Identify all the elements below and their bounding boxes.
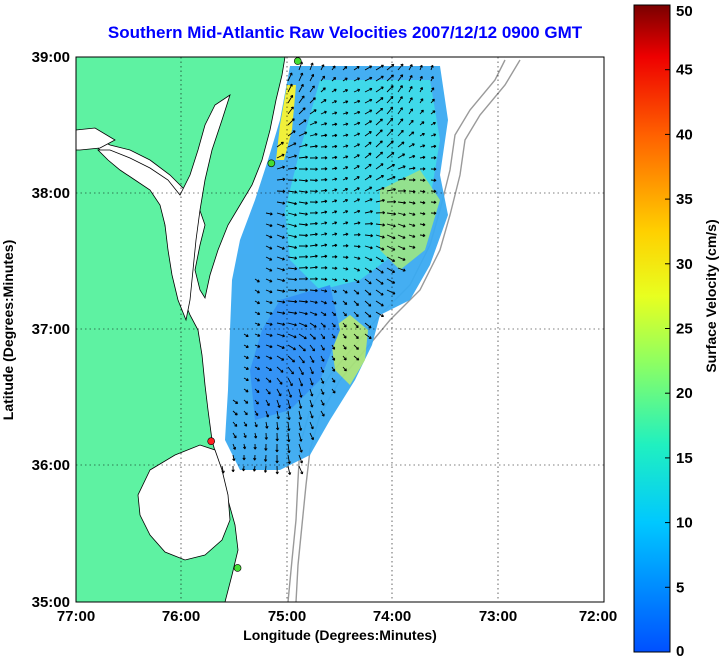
y-axis: 39:00 38:00 37:00 36:00 35:00 Latitude (… <box>0 49 70 611</box>
velocity-strip-coastal <box>276 85 296 160</box>
colorbar-tick-label: 5 <box>676 579 684 596</box>
colorbar-tick-label: 0 <box>676 643 684 659</box>
y-tick-label: 36:00 <box>32 457 70 474</box>
pamlico-sound <box>137 444 231 561</box>
chesapeake-bay <box>97 94 231 322</box>
radar-site-marker <box>293 57 302 65</box>
velocity-patch-slow <box>250 285 340 420</box>
colorbar: 0 5 10 15 20 25 30 35 40 45 50 Surface Velocity (c… <box>633 3 719 659</box>
x-tick-label: 77:00 <box>57 608 95 625</box>
x-tick-label: 75:00 <box>268 608 306 625</box>
x-tick-label: 72:00 <box>579 608 617 625</box>
radar-site-marker <box>233 564 242 572</box>
colorbar-tick-label: 40 <box>676 126 693 143</box>
velocity-patch-ne <box>380 170 440 270</box>
colorbar-tick-label: 45 <box>676 62 693 79</box>
y-axis-label: Latitude (Degrees:Minutes) <box>0 240 16 420</box>
x-axis-label: Longitude (Degrees:Minutes) <box>243 627 437 643</box>
radar-site-marker <box>207 437 215 446</box>
plot-frame <box>75 56 605 603</box>
x-tick-label: 74:00 <box>373 608 411 625</box>
map-grid <box>76 57 604 602</box>
colorbar-tick-label: 50 <box>676 3 693 20</box>
colorbar-gradient <box>633 4 671 653</box>
y-tick-label: 39:00 <box>32 49 70 66</box>
colorbar-tick-label: 20 <box>676 385 693 402</box>
colorbar-tick-label: 25 <box>676 321 693 338</box>
radar-sites <box>207 57 302 572</box>
velocity-patch-center <box>330 315 368 385</box>
y-tick-label: 37:00 <box>32 321 70 338</box>
y-tick-label: 35:00 <box>32 594 70 611</box>
colorbar-tick-label: 35 <box>676 191 693 208</box>
y-tick-label: 38:00 <box>32 185 70 202</box>
x-tick-label: 73:00 <box>479 608 517 625</box>
map-plot-area <box>76 57 604 602</box>
x-axis: 77:00 76:00 75:00 74:00 73:00 72:00 Long… <box>57 608 617 643</box>
colorbar-label: Surface Velocity (cm/s) <box>703 219 719 372</box>
colorbar-tick-label: 30 <box>676 256 693 273</box>
radar-site-marker <box>267 159 276 168</box>
colorbar-ticks: 0 5 10 15 20 25 30 35 40 45 50 <box>665 3 693 659</box>
velocity-vector-arrows <box>221 61 437 476</box>
delaware-bay <box>76 127 116 151</box>
map-title: Southern Mid-Atlantic Raw Velocities 200… <box>108 23 583 42</box>
velocity-vectors <box>221 61 437 476</box>
colorbar-tick-label: 15 <box>676 450 693 467</box>
x-tick-label: 76:00 <box>162 608 200 625</box>
colorbar-tick-label: 10 <box>676 515 693 532</box>
